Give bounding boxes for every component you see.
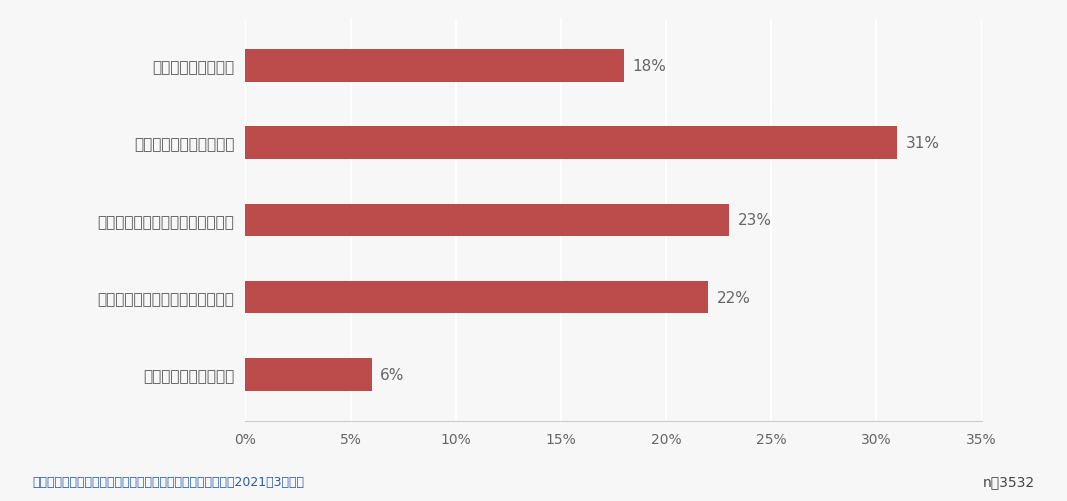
Text: 22%: 22%	[717, 290, 750, 305]
Bar	[245, 204, 729, 236]
Text: 6%: 6%	[380, 367, 404, 382]
Text: n＝3532: n＝3532	[983, 474, 1035, 488]
Text: 18%: 18%	[633, 59, 666, 74]
Text: 31%: 31%	[906, 136, 940, 151]
Bar	[245, 282, 708, 314]
Bar	[245, 358, 371, 391]
Text: 23%: 23%	[737, 213, 771, 228]
Text: （株）テレコムスクェア『海外への渡航に対する意識調査』2021年3月実施: （株）テレコムスクェア『海外への渡航に対する意識調査』2021年3月実施	[32, 475, 304, 488]
Bar	[245, 127, 897, 159]
Bar	[245, 50, 624, 83]
